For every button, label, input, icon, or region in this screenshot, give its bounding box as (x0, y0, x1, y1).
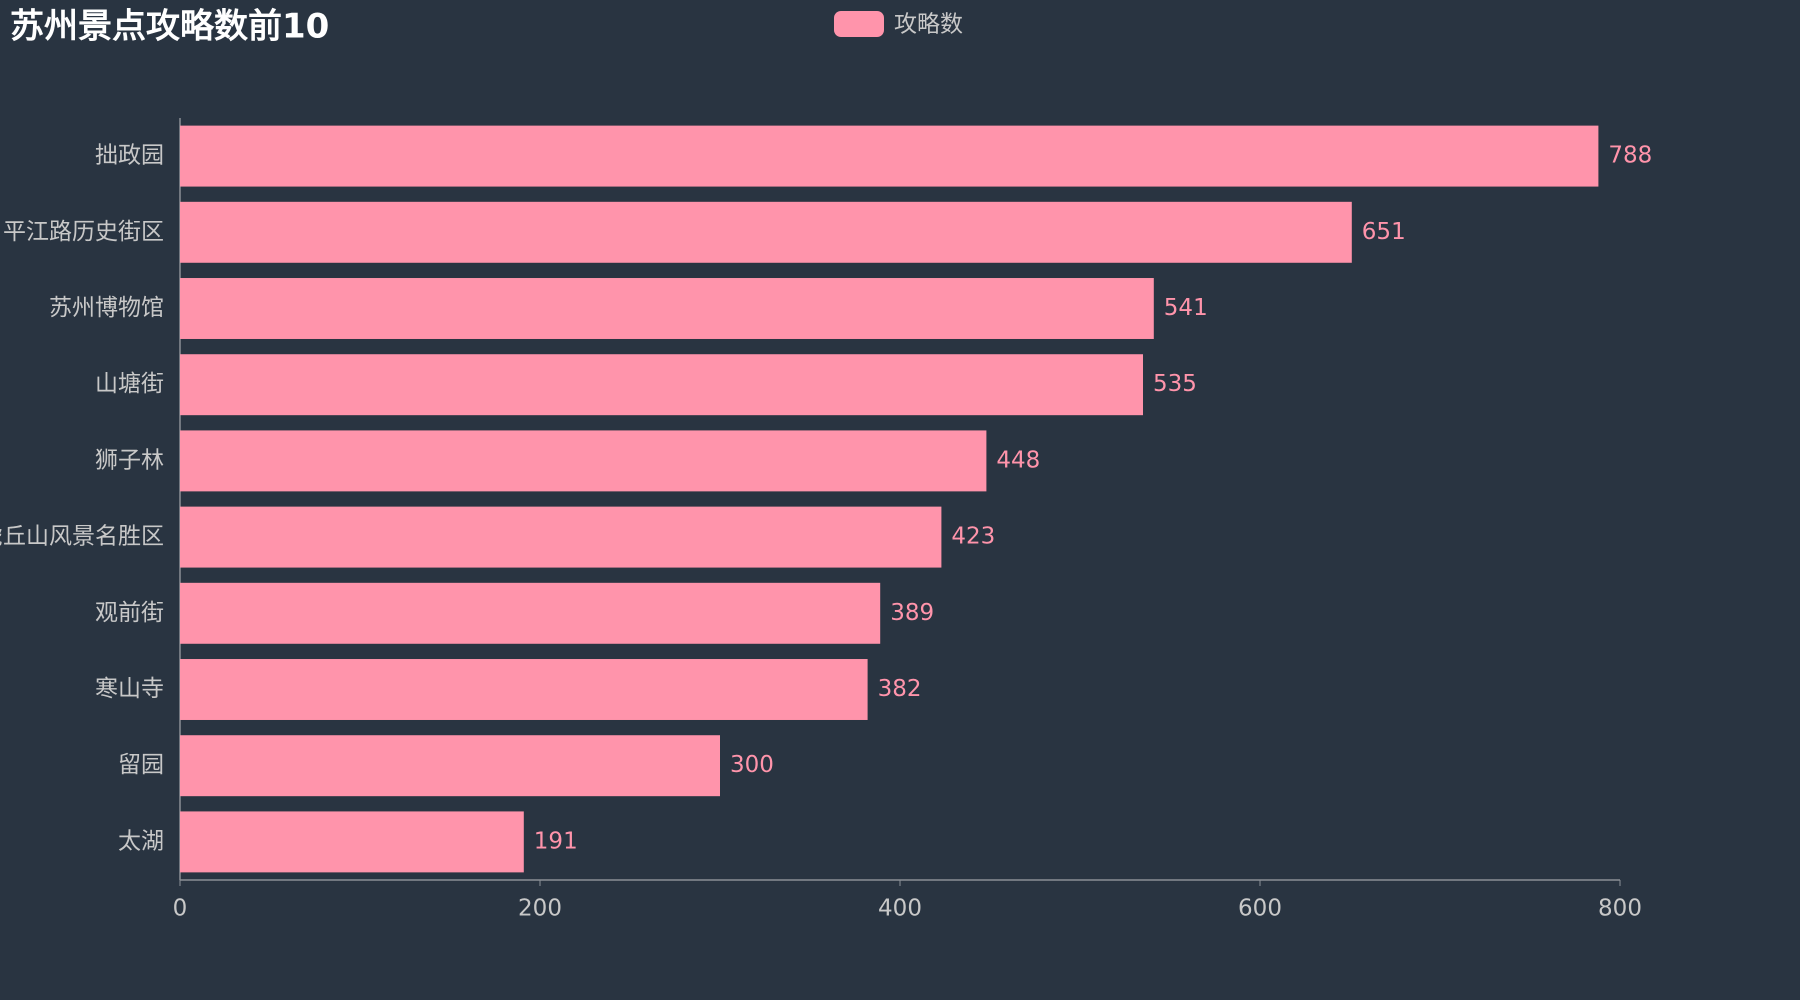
y-tick-label: 留园 (118, 752, 164, 778)
bar (180, 735, 720, 797)
value-label: 300 (730, 752, 774, 778)
y-tick-label: 苏州博物馆 (49, 295, 164, 321)
value-label: 541 (1164, 295, 1208, 321)
value-label: 448 (996, 447, 1040, 473)
bar (180, 278, 1154, 339)
y-tick-label: 拙政园 (95, 143, 164, 169)
x-tick-label: 0 (173, 896, 188, 922)
bar (180, 430, 987, 492)
value-label: 535 (1153, 371, 1197, 397)
bar (180, 506, 942, 568)
bar (180, 125, 1599, 187)
value-label: 191 (534, 828, 578, 854)
bar (180, 811, 524, 873)
bar (180, 582, 881, 644)
value-label: 389 (890, 600, 934, 626)
value-label: 382 (878, 676, 922, 702)
bar (180, 201, 1352, 263)
y-tick-label: 观前街 (95, 600, 164, 626)
legend-label: 攻略数 (894, 12, 963, 38)
y-tick-label: 太湖 (118, 828, 164, 854)
bar (180, 659, 868, 720)
value-label: 423 (951, 524, 995, 550)
legend-swatch (834, 11, 884, 37)
bar (180, 354, 1143, 416)
chart-title: 苏州景点攻略数前10 (10, 7, 329, 47)
y-tick-label: 狮子林 (95, 447, 164, 473)
x-tick-label: 800 (1598, 896, 1642, 922)
y-tick-label: 平江路历史街区 (3, 219, 164, 245)
x-tick-label: 200 (518, 896, 562, 922)
x-tick-label: 600 (1238, 896, 1282, 922)
x-tick-label: 400 (878, 896, 922, 922)
value-label: 788 (1608, 143, 1652, 169)
y-tick-label: 山塘街 (95, 371, 164, 397)
value-label: 651 (1362, 219, 1406, 245)
y-tick-label: 寒山寺 (95, 676, 164, 702)
y-tick-label: 虎丘山风景名胜区 (0, 524, 164, 550)
